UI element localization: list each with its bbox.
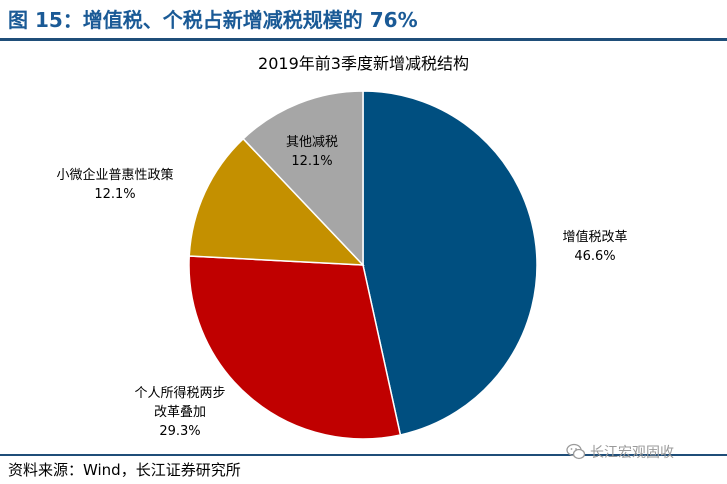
figure-title: 图 15：增值税、个税占新增减税规模的 76% (8, 8, 418, 32)
source-note: 资料来源：Wind，长江证券研究所 (8, 461, 241, 479)
title-divider (0, 38, 727, 41)
slice-name-line1: 个人所得税两步 (134, 386, 226, 401)
pie-chart (188, 90, 538, 440)
slice-name: 其他减税 (285, 135, 338, 150)
pie-slice-iit (188, 255, 402, 440)
slice-label-smallbiz: 小微企业普惠性政策 12.1% (35, 166, 195, 204)
pie-slice-other (242, 90, 364, 267)
slice-label-other: 其他减税 12.1% (262, 133, 362, 171)
pie-slice-smallbiz (188, 137, 365, 266)
slice-value: 46.6% (574, 249, 616, 264)
pie-slice-vat (362, 90, 538, 436)
watermark: 长江宏观固收 (566, 442, 674, 462)
slice-value: 12.1% (291, 154, 333, 169)
slice-value: 12.1% (94, 187, 136, 202)
slice-label-iit: 个人所得税两步 改革叠加 29.3% (115, 384, 245, 441)
slice-name: 小微企业普惠性政策 (56, 168, 174, 183)
chart-title: 2019年前3季度新增减税结构 (258, 54, 469, 73)
slice-name: 增值税改革 (562, 230, 628, 245)
source-divider (0, 454, 727, 456)
slice-label-vat: 增值税改革 46.6% (530, 228, 660, 266)
slice-value: 29.3% (159, 424, 201, 439)
watermark-text: 长江宏观固收 (590, 445, 674, 461)
slice-name-line2: 改革叠加 (153, 405, 206, 420)
wechat-icon (566, 443, 586, 460)
